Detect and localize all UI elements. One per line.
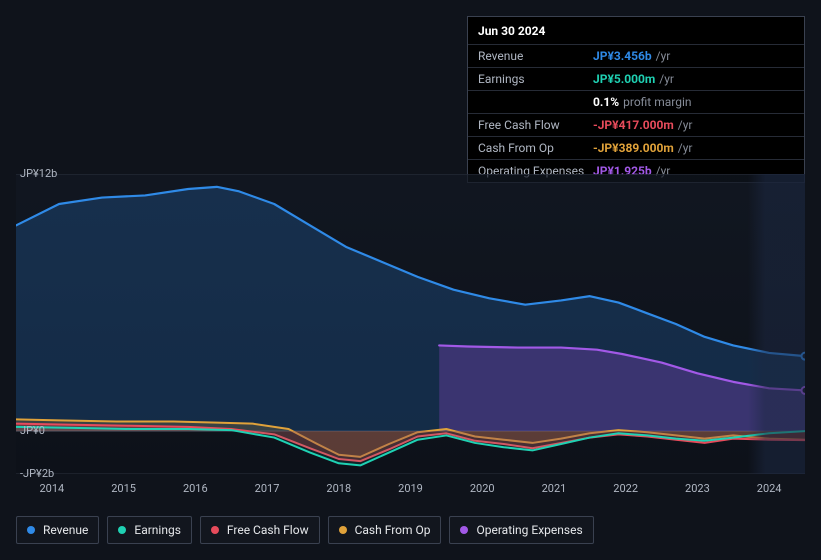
tooltip-row-label: Free Cash Flow [478, 118, 593, 132]
legend-dot-icon [118, 526, 126, 534]
tooltip-row: Free Cash Flow-JP¥417.000m/yr [468, 113, 804, 136]
x-axis-tick-label: 2021 [542, 482, 567, 495]
tooltip-row-value: -JP¥417.000m [593, 118, 674, 132]
tooltip-row-value: JP¥5.000m [593, 72, 655, 86]
x-axis-tick-label: 2022 [613, 482, 638, 495]
legend-label: Operating Expenses [476, 523, 582, 537]
legend-dot-icon [27, 526, 35, 534]
x-axis-tick-label: 2020 [470, 482, 495, 495]
x-axis-tick-label: 2015 [111, 482, 136, 495]
tooltip-row-value: JP¥3.456b [593, 49, 652, 63]
x-axis-tick-label: 2019 [398, 482, 423, 495]
tooltip-row: 0.1% profit margin [468, 90, 804, 113]
forecast-highlight [748, 174, 805, 474]
y-axis-tick-label: JP¥0 [20, 424, 45, 437]
tooltip-row-unit: /yr [678, 118, 693, 132]
legend-dot-icon [211, 526, 219, 534]
tooltip-row-unit: profit margin [623, 95, 691, 109]
x-axis-tick-label: 2018 [326, 482, 351, 495]
tooltip-row: Cash From Op-JP¥389.000m/yr [468, 136, 804, 159]
tooltip-row-label: Revenue [478, 49, 593, 63]
x-axis-tick-label: 2023 [685, 482, 710, 495]
legend-label: Free Cash Flow [227, 523, 309, 537]
tooltip-row-unit: /yr [659, 72, 674, 86]
legend-item[interactable]: Free Cash Flow [200, 516, 320, 544]
legend-label: Revenue [43, 523, 88, 537]
x-axis-tick-label: 2014 [39, 482, 64, 495]
y-axis-tick-label: -JP¥2b [20, 467, 54, 480]
tooltip-row-value: 0.1% [593, 95, 619, 109]
x-axis-tick-label: 2017 [255, 482, 280, 495]
tooltip-row: RevenueJP¥3.456b/yr [468, 45, 804, 67]
y-axis-tick-label: JP¥12b [20, 167, 57, 180]
legend-item[interactable]: Operating Expenses [449, 516, 593, 544]
legend-item[interactable]: Earnings [107, 516, 192, 544]
tooltip-row-label: Earnings [478, 72, 593, 86]
tooltip-date: Jun 30 2024 [468, 17, 804, 45]
tooltip-row: EarningsJP¥5.000m/yr [468, 67, 804, 90]
x-axis-tick-label: 2024 [757, 482, 782, 495]
legend-item[interactable]: Cash From Op [328, 516, 442, 544]
plot-area[interactable] [16, 174, 805, 474]
legend-dot-icon [339, 526, 347, 534]
tooltip-row-unit: /yr [678, 141, 693, 155]
x-axis-tick-label: 2016 [183, 482, 208, 495]
legend-label: Earnings [134, 523, 181, 537]
legend-label: Cash From Op [355, 523, 431, 537]
financials-chart: JP¥12bJP¥0-JP¥2b201420152016201720182019… [16, 164, 805, 478]
legend-item[interactable]: Revenue [16, 516, 99, 544]
chart-legend: Revenue Earnings Free Cash Flow Cash From O… [16, 516, 594, 544]
legend-dot-icon [460, 526, 468, 534]
tooltip-row-label: Cash From Op [478, 141, 593, 155]
tooltip-row-unit: /yr [656, 49, 671, 63]
chart-tooltip: Jun 30 2024 RevenueJP¥3.456b/yrEarningsJ… [467, 16, 805, 183]
tooltip-row-value: -JP¥389.000m [593, 141, 674, 155]
